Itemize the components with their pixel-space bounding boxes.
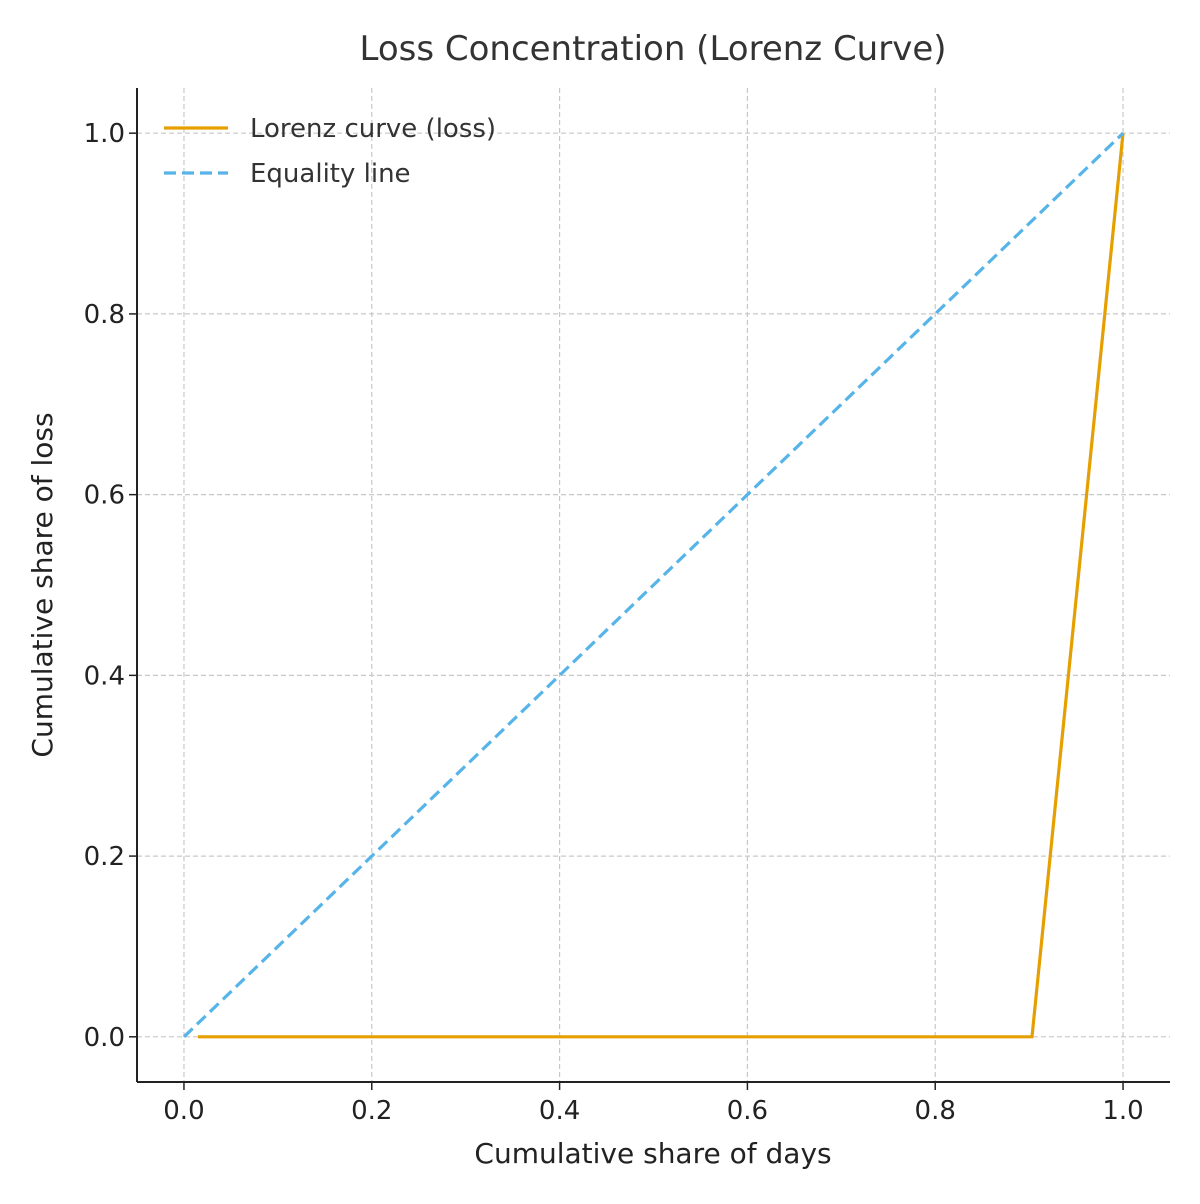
- lorenz-curve-line: [198, 133, 1125, 1039]
- x-tick-label: 0.0: [163, 1096, 204, 1126]
- y-tick-label: 0.0: [84, 1023, 125, 1053]
- legend-label: Equality line: [250, 159, 411, 189]
- y-tick-label: 1.0: [84, 119, 125, 149]
- x-tick-label: 0.8: [915, 1096, 956, 1126]
- x-tick-label: 0.2: [351, 1096, 392, 1126]
- y-tick-label: 0.8: [84, 300, 125, 330]
- equality-line: [182, 132, 1125, 1038]
- x-axis-label: Cumulative share of days: [474, 1137, 831, 1170]
- y-axis-label: Cumulative share of loss: [26, 412, 59, 757]
- axes: [136, 88, 1170, 1083]
- x-tick-label: 0.4: [539, 1096, 580, 1126]
- y-tick-label: 0.6: [84, 481, 125, 511]
- x-tick-label: 1.0: [1102, 1096, 1143, 1126]
- x-tick-label: 0.6: [727, 1096, 768, 1126]
- ticks: 0.0 0.2 0.4 0.6 0.8 1.0 0.0 0.2 0.4 0.6 0.8 1.0: [84, 119, 1144, 1126]
- y-tick-label: 0.4: [84, 661, 125, 691]
- plot-area: [182, 132, 1125, 1039]
- legend-label: Lorenz curve (loss): [250, 114, 496, 144]
- y-tick-label: 0.2: [84, 842, 125, 872]
- legend: Lorenz curve (loss) Equality line: [164, 114, 496, 189]
- chart-title: Loss Concentration (Lorenz Curve): [359, 29, 946, 69]
